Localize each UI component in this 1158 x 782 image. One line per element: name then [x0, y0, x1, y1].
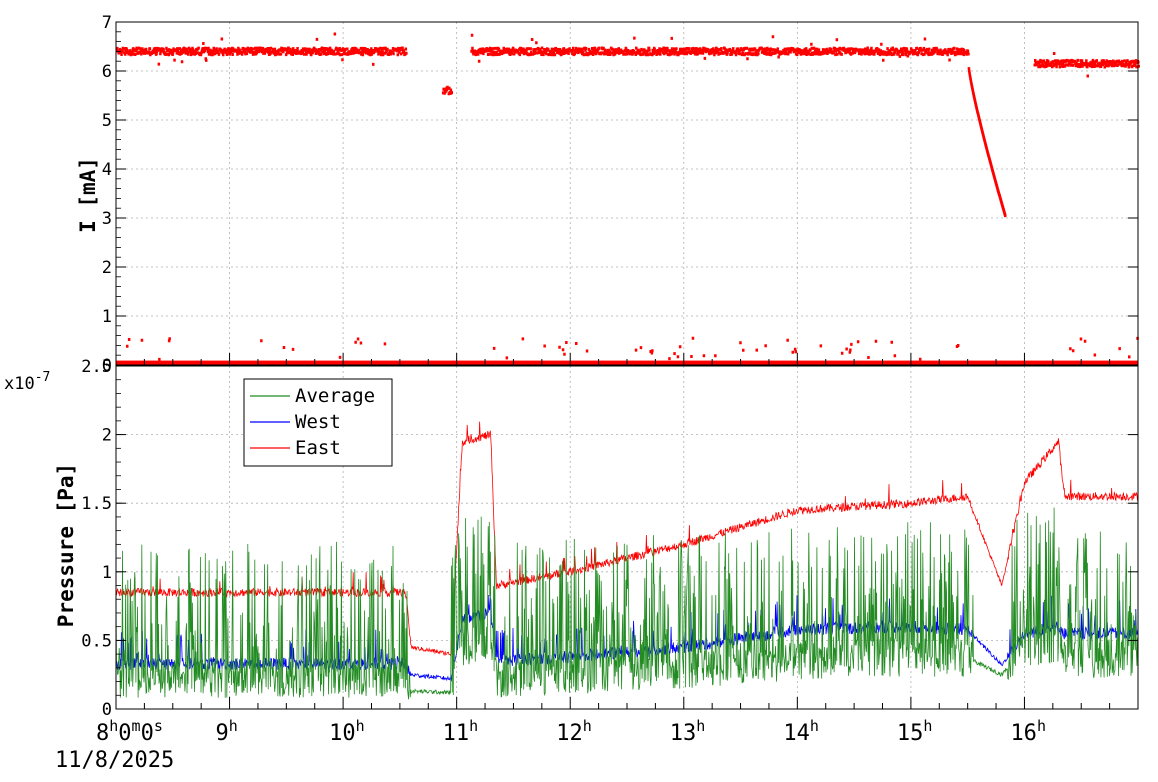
pressure-y-tick-label: 0.5: [81, 631, 112, 651]
hour-value: 16: [1010, 721, 1037, 746]
legend-label-east: East: [295, 437, 341, 459]
time-axis-hour-label: 13h: [670, 717, 706, 746]
current-grid: [116, 22, 1138, 365]
time-axis-hour-label: 10h: [329, 717, 365, 746]
current-panel: 0 1 2 3 4 5 6 7 I [mA]: [76, 13, 1140, 376]
start-hours: 8: [96, 721, 109, 746]
pressure-panel: 0 0.5 1 1.5 2 2.5 Pressure [Pa] x10-7 Average…: [4, 357, 1139, 720]
current-markers: [116, 32, 1140, 361]
hour-value: 9: [216, 721, 229, 746]
legend-label-west: West: [295, 411, 341, 433]
pressure-y-tick-label: 2.5: [81, 357, 112, 377]
current-y-tick-label: 7: [102, 13, 112, 33]
time-axis: 8h0m0s 11/8/2025 9h 10h 11h 12h 13h 14h 15h 16h: [55, 717, 1046, 773]
pressure-legend: Average West East: [243, 378, 393, 467]
hour-unit: h: [229, 717, 238, 735]
hour-unit: h: [469, 717, 478, 735]
time-axis-hour-label: 9h: [216, 717, 238, 746]
current-y-axis-title: I [mA]: [76, 157, 100, 233]
current-y-ticks: 0 1 2 3 4 5 6 7: [102, 13, 1139, 376]
time-axis-hour-labels: 9h 10h 11h 12h 13h 14h 15h 16h: [216, 717, 1046, 746]
current-y-tick-label: 5: [102, 111, 112, 131]
hour-value: 12: [556, 721, 583, 746]
minute-unit: m: [132, 717, 141, 735]
current-y-tick-label: 2: [102, 258, 112, 278]
pressure-series-average: [115, 507, 1139, 700]
time-axis-hour-label: 16h: [1010, 717, 1046, 746]
hour-unit: h: [696, 717, 705, 735]
time-axis-hour-label: 14h: [783, 717, 819, 746]
legend-label-average: Average: [295, 385, 375, 407]
hour-value: 14: [783, 721, 810, 746]
pressure-y-axis-title: Pressure [Pa]: [54, 463, 78, 627]
time-axis-start-label: 8h0m0s: [96, 717, 163, 746]
time-axis-start-date: 11/8/2025: [55, 748, 174, 773]
pressure-y-exponent-power: -7: [35, 370, 51, 385]
start-seconds: 0: [141, 721, 154, 746]
pressure-y-tick-label: 1: [102, 563, 112, 583]
hour-value: 10: [329, 721, 356, 746]
pressure-y-exponent-base: x10: [4, 374, 35, 394]
hour-unit: h: [923, 717, 932, 735]
pressure-y-tick-label: 0: [102, 700, 112, 720]
hour-unit-start: h: [109, 717, 118, 735]
current-y-tick-label: 3: [102, 209, 112, 229]
pressure-y-exponent: x10-7: [4, 370, 50, 394]
hour-unit: h: [583, 717, 592, 735]
time-axis-hour-label: 12h: [556, 717, 592, 746]
current-y-tick-label: 6: [102, 62, 112, 82]
current-y-tick-label: 1: [102, 307, 112, 327]
hour-unit: h: [810, 717, 819, 735]
pressure-y-ticks: 0 0.5 1 1.5 2 2.5: [81, 357, 1139, 720]
hour-unit: h: [1037, 717, 1046, 735]
start-minutes: 0: [118, 721, 131, 746]
pressure-y-tick-label: 1.5: [81, 494, 112, 514]
hour-value: 11: [443, 721, 470, 746]
current-y-tick-label: 4: [102, 160, 112, 180]
time-axis-hour-label: 11h: [443, 717, 479, 746]
pressure-y-tick-label: 2: [102, 426, 112, 446]
time-axis-hour-label: 15h: [897, 717, 933, 746]
current-y-tick-label: 0: [102, 356, 112, 376]
hour-unit: h: [356, 717, 365, 735]
second-unit: s: [154, 717, 163, 735]
hour-value: 13: [670, 721, 697, 746]
hour-value: 15: [897, 721, 924, 746]
pressure-data: [115, 421, 1139, 700]
